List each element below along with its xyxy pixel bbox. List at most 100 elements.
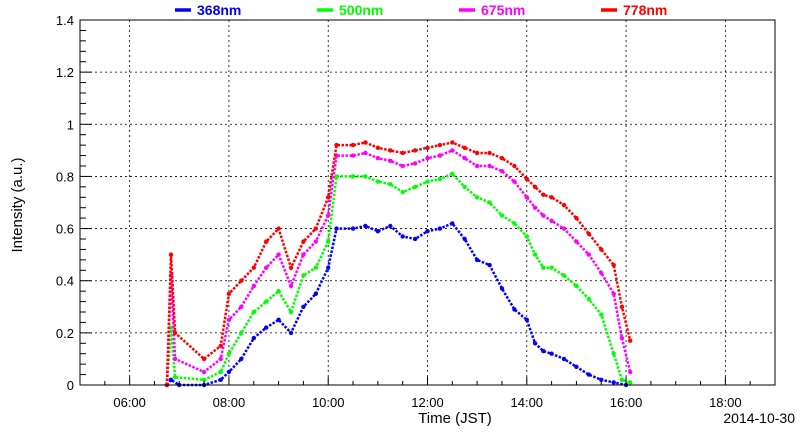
data-point: [437, 142, 443, 148]
data-point: [425, 156, 430, 161]
data-point: [628, 369, 633, 375]
data-point: [218, 343, 223, 349]
data-point: [239, 356, 244, 362]
data-point: [218, 356, 223, 362]
data-point: [474, 150, 480, 156]
data-point: [264, 239, 269, 244]
legend-label: 675nm: [481, 2, 525, 18]
data-point: [276, 288, 281, 294]
data-point: [400, 150, 405, 156]
series-368nm: [164, 221, 629, 388]
data-point: [450, 171, 455, 176]
y-axis-title: Intensity (a.u.): [9, 157, 26, 252]
data-point: [251, 265, 256, 270]
data-point: [532, 184, 538, 190]
data-point: [586, 252, 591, 257]
data-point: [218, 369, 223, 375]
data-point: [218, 377, 223, 382]
data-point: [425, 145, 430, 150]
data-point: [619, 335, 625, 341]
data-point: [532, 205, 538, 210]
data-point: [462, 236, 467, 242]
data-point: [619, 377, 625, 382]
data-point: [532, 341, 538, 346]
data-point: [412, 161, 418, 166]
data-point: [599, 270, 604, 276]
data-point: [334, 174, 339, 179]
data-point: [226, 291, 232, 296]
data-point: [462, 145, 467, 150]
data-point: [541, 213, 546, 218]
data-point: [276, 252, 281, 257]
data-point: [524, 176, 529, 182]
data-point: [168, 252, 174, 257]
data-point: [561, 273, 567, 278]
data-point: [611, 291, 616, 296]
data-point: [326, 213, 331, 218]
data-point: [201, 369, 207, 375]
data-point: [264, 325, 269, 330]
data-point: [512, 163, 517, 169]
data-point: [172, 375, 178, 380]
data-point: [375, 145, 381, 150]
data-point: [541, 348, 546, 354]
y-tick-label: 1.4: [56, 13, 74, 28]
y-tick-label: 1.2: [56, 65, 74, 80]
series-trace: [165, 148, 632, 386]
data-point: [388, 182, 393, 187]
y-tick-label: 0.2: [56, 326, 74, 341]
data-point: [251, 335, 256, 341]
data-point: [425, 229, 430, 234]
data-point: [313, 265, 318, 270]
data-point: [326, 195, 331, 200]
data-point: [226, 317, 232, 322]
x-axis-title: Time (JST): [418, 410, 492, 427]
data-point: [574, 215, 579, 221]
data-point: [301, 304, 306, 309]
data-point: [375, 229, 381, 234]
x-tick-label: 12:00: [411, 395, 444, 410]
data-point: [168, 377, 174, 382]
data-point: [226, 369, 232, 375]
data-point: [313, 291, 318, 296]
data-point: [388, 158, 393, 163]
data-point: [574, 239, 579, 244]
data-point: [611, 262, 616, 268]
data-point: [499, 169, 505, 174]
data-point: [400, 234, 405, 239]
data-point: [561, 356, 567, 362]
data-point: [549, 351, 554, 356]
x-tick-label: 14:00: [511, 395, 544, 410]
data-point: [474, 195, 480, 200]
data-point: [599, 247, 604, 252]
data-point: [326, 239, 331, 244]
data-point: [437, 153, 443, 158]
data-point: [628, 338, 633, 343]
data-point: [363, 150, 368, 156]
series-trace: [165, 172, 631, 386]
data-point: [599, 377, 604, 382]
data-point: [288, 309, 294, 315]
x-tick-label: 10:00: [312, 395, 345, 410]
data-point: [375, 179, 381, 184]
x-tick-label: 16:00: [610, 395, 643, 410]
data-point: [334, 142, 339, 148]
data-point: [201, 356, 207, 362]
data-point: [487, 163, 492, 169]
data-point: [400, 163, 405, 169]
data-point: [251, 283, 256, 289]
legend-label: 500nm: [339, 2, 383, 18]
data-point: [599, 312, 604, 317]
y-tick-label: 0.6: [56, 222, 74, 237]
data-point: [619, 304, 625, 309]
data-point: [561, 226, 567, 231]
data-point: [363, 140, 368, 145]
data-point: [437, 226, 443, 231]
x-tick-label: 08:00: [213, 395, 246, 410]
data-point: [487, 150, 492, 156]
data-point: [512, 221, 517, 226]
data-point: [288, 283, 294, 289]
data-point: [301, 239, 306, 244]
data-point: [313, 226, 318, 231]
data-point: [276, 226, 281, 231]
